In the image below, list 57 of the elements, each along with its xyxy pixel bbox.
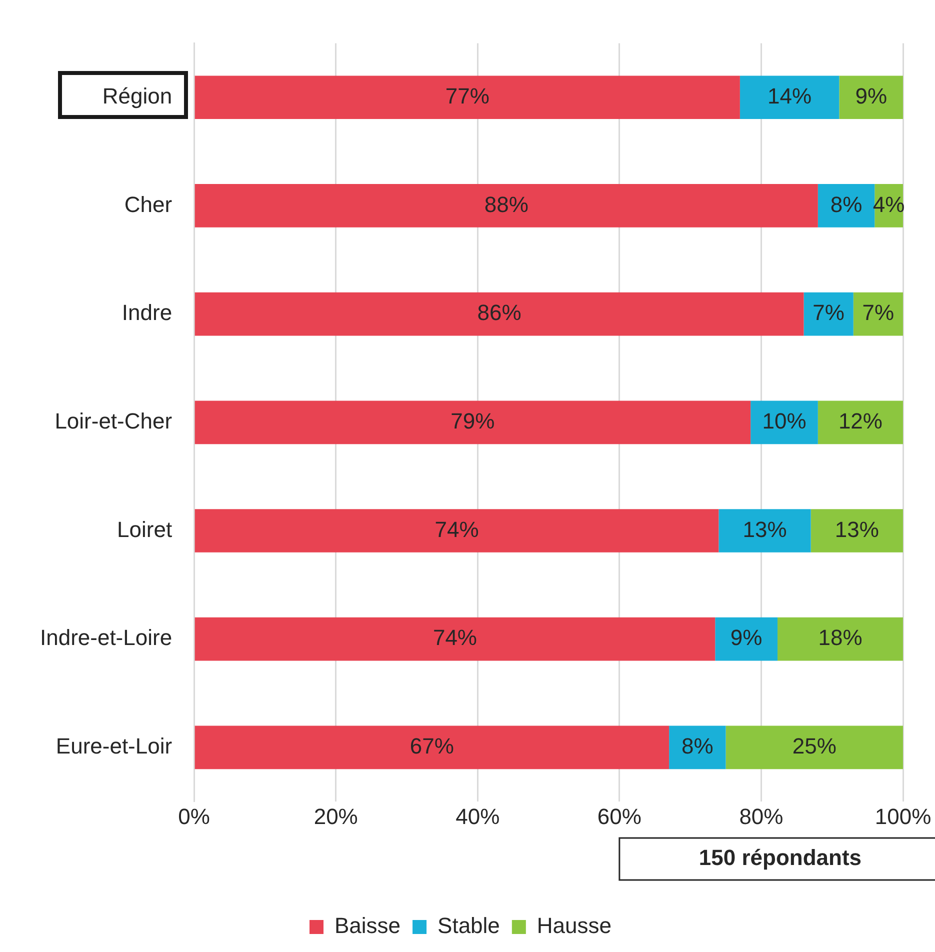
data-label: 13%	[834, 516, 879, 542]
data-label: 67%	[410, 733, 454, 758]
data-label: 13%	[742, 516, 787, 542]
bar	[194, 184, 818, 228]
bar	[740, 76, 840, 120]
data-label: 18%	[818, 625, 862, 650]
y-tick-label: Région	[102, 83, 172, 108]
data-label: 12%	[838, 408, 882, 434]
bar	[194, 509, 719, 552]
bar	[853, 292, 903, 336]
data-label: 10%	[762, 408, 806, 434]
data-label: 86%	[477, 300, 522, 326]
legend-label: Baisse	[334, 913, 401, 938]
y-tick-label: Loir-et-Cher	[54, 408, 172, 434]
bar	[194, 76, 740, 120]
data-label: 14%	[768, 83, 812, 108]
bar	[194, 292, 804, 336]
y-tick-label: Indre	[122, 300, 172, 326]
bar	[715, 617, 778, 661]
x-tick-label: 80%	[739, 804, 784, 829]
data-label: 79%	[450, 408, 495, 434]
y-tick-label: Indre-et-Loire	[40, 625, 172, 650]
bar	[194, 400, 751, 444]
bar	[839, 76, 903, 120]
data-label: 9%	[855, 83, 887, 108]
bar	[810, 509, 903, 552]
legend-label: Hausse	[536, 913, 612, 938]
data-label: 77%	[445, 83, 490, 108]
bar	[804, 292, 854, 336]
bar	[778, 617, 903, 661]
text: 150 répondants	[698, 845, 862, 870]
bar	[750, 400, 818, 444]
data-label: 8%	[682, 733, 714, 758]
y-tick-label: Loiret	[117, 516, 172, 542]
x-tick-label: 20%	[314, 804, 358, 829]
bar	[818, 400, 903, 444]
x-tick-label: 40%	[456, 804, 500, 829]
x-tick-label: 0%	[178, 804, 210, 829]
y-tick-label: Eure-et-Loir	[56, 733, 172, 758]
data-label: 74%	[434, 516, 479, 542]
bar	[194, 617, 716, 661]
bar	[669, 726, 726, 770]
data-label: 7%	[862, 300, 894, 326]
data-label: 8%	[830, 192, 862, 217]
x-tick-label: 100%	[874, 804, 932, 829]
legend-label: Stable	[438, 913, 500, 938]
data-label: 7%	[812, 300, 844, 326]
bar	[194, 726, 670, 770]
x-tick-label: 60%	[597, 804, 642, 829]
bar	[818, 184, 875, 228]
y-tick-label: Cher	[124, 192, 172, 217]
data-label: 74%	[432, 625, 477, 650]
data-label: 88%	[484, 192, 528, 217]
data-label: 9%	[730, 625, 762, 650]
data-label: 25%	[792, 733, 836, 758]
bar	[726, 726, 903, 770]
bar	[718, 509, 811, 552]
